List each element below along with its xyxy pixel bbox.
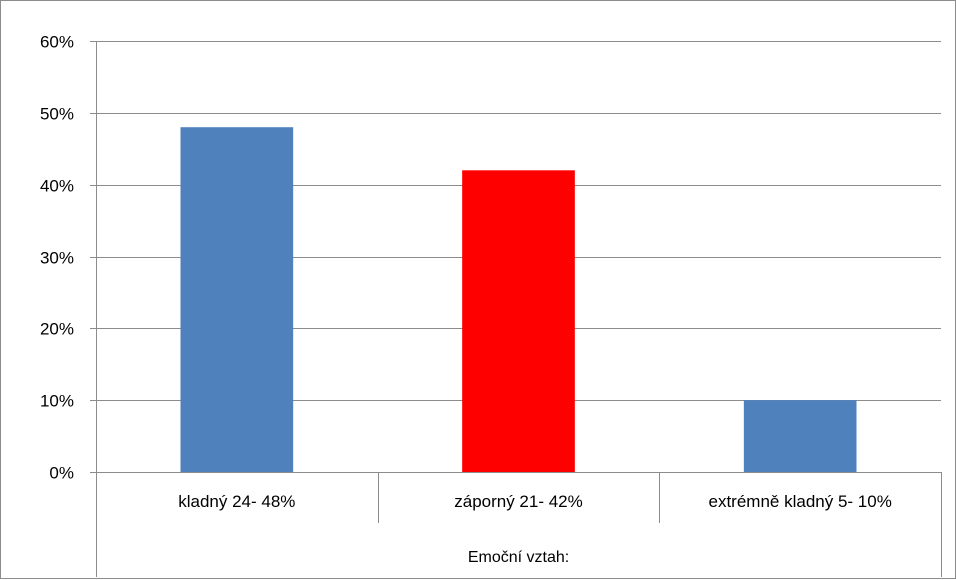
y-tick-label: 50% [40,105,74,124]
y-axis-ticks: 0% 10% 20% 30% 40% 50% 60% [40,33,74,483]
x-category-label: záporný 21- 42% [454,492,583,511]
bar-1 [181,127,294,472]
bar-3 [744,400,857,472]
y-tick-label: 10% [40,392,74,411]
bar-2 [462,170,575,472]
y-tick-label: 20% [40,320,74,339]
x-category-label: kladný 24- 48% [178,492,295,511]
x-category-label: extrémně kladný 5- 10% [709,492,892,511]
y-tick-label: 30% [40,249,74,268]
x-axis-title: Emoční vztah: [468,549,569,566]
bars [181,127,857,472]
y-tick-label: 60% [40,33,74,52]
y-tick-label: 40% [40,177,74,196]
y-tick-label: 0% [49,464,74,483]
